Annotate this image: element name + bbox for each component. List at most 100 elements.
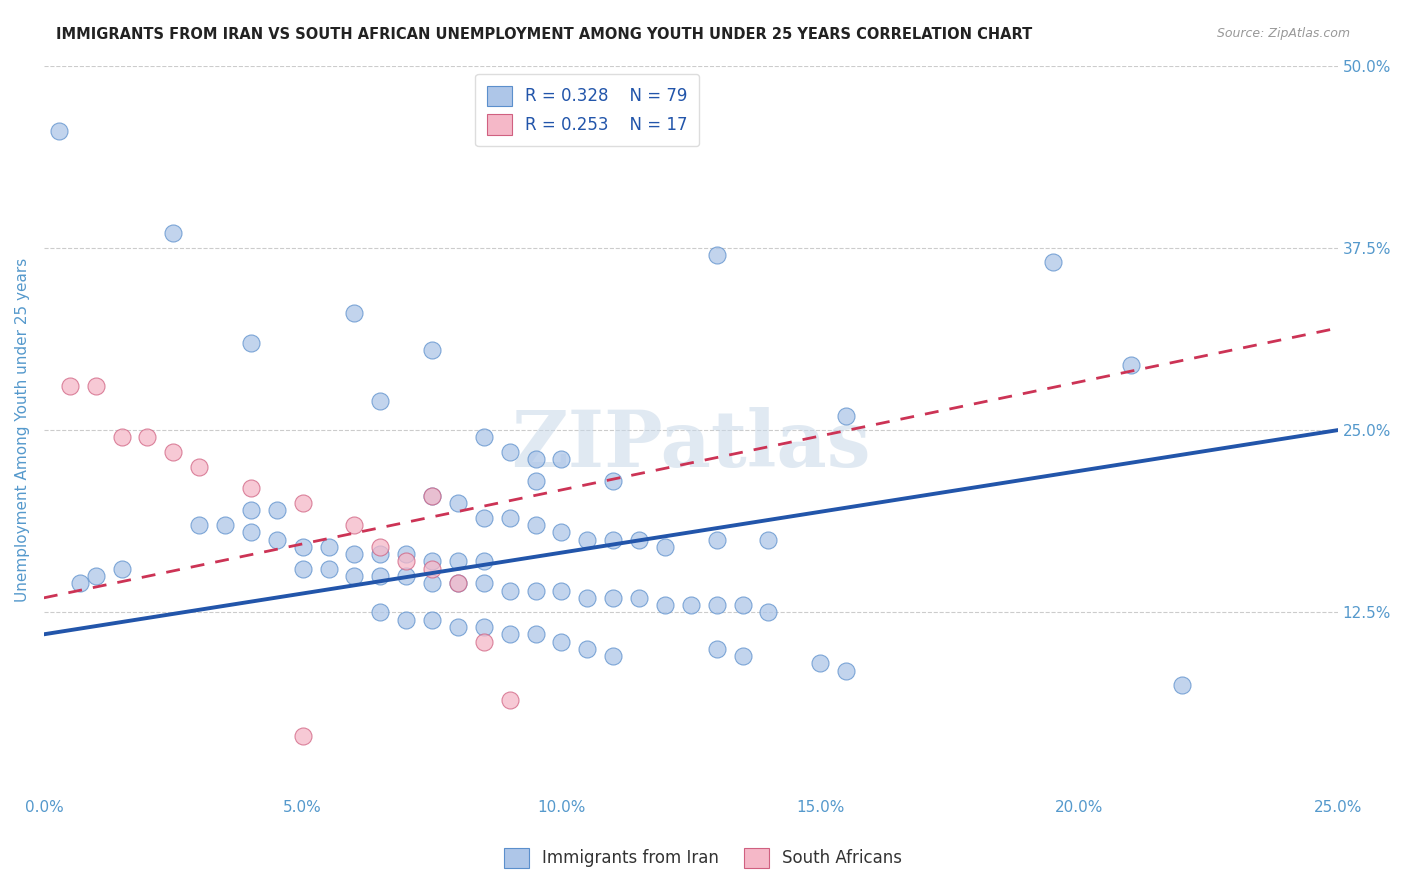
Text: ZIPatlas: ZIPatlas — [510, 407, 870, 483]
Point — [188, 459, 211, 474]
Point — [1042, 255, 1064, 269]
Point — [706, 533, 728, 547]
Point — [395, 547, 418, 561]
Point — [576, 591, 599, 605]
Point — [498, 693, 520, 707]
Point — [524, 452, 547, 467]
Point — [472, 634, 495, 648]
Point — [239, 503, 262, 517]
Point — [266, 503, 288, 517]
Text: IMMIGRANTS FROM IRAN VS SOUTH AFRICAN UNEMPLOYMENT AMONG YOUTH UNDER 25 YEARS CO: IMMIGRANTS FROM IRAN VS SOUTH AFRICAN UN… — [56, 27, 1032, 42]
Point — [136, 430, 159, 444]
Point — [420, 554, 443, 568]
Point — [395, 569, 418, 583]
Point — [291, 562, 314, 576]
Point — [472, 576, 495, 591]
Point — [472, 554, 495, 568]
Point — [84, 379, 107, 393]
Point — [162, 445, 184, 459]
Point — [758, 606, 780, 620]
Point — [706, 248, 728, 262]
Point — [395, 554, 418, 568]
Point — [1171, 678, 1194, 692]
Point — [48, 124, 70, 138]
Point — [343, 306, 366, 320]
Point — [291, 540, 314, 554]
Point — [447, 620, 470, 634]
Point — [1119, 358, 1142, 372]
Point — [654, 598, 676, 612]
Point — [550, 452, 572, 467]
Point — [758, 533, 780, 547]
Point — [627, 591, 650, 605]
Point — [524, 583, 547, 598]
Point — [524, 474, 547, 488]
Point — [368, 394, 391, 409]
Point — [420, 489, 443, 503]
Point — [472, 620, 495, 634]
Point — [498, 510, 520, 524]
Legend: R = 0.328    N = 79, R = 0.253    N = 17: R = 0.328 N = 79, R = 0.253 N = 17 — [475, 74, 699, 146]
Point — [498, 627, 520, 641]
Point — [472, 510, 495, 524]
Point — [239, 525, 262, 540]
Point — [679, 598, 702, 612]
Point — [602, 591, 624, 605]
Point — [447, 576, 470, 591]
Point — [291, 496, 314, 510]
Point — [576, 533, 599, 547]
Point — [576, 641, 599, 656]
Point — [420, 489, 443, 503]
Point — [318, 562, 340, 576]
Point — [318, 540, 340, 554]
Point — [162, 227, 184, 241]
Point — [835, 664, 858, 678]
Point — [368, 569, 391, 583]
Text: Source: ZipAtlas.com: Source: ZipAtlas.com — [1216, 27, 1350, 40]
Point — [550, 583, 572, 598]
Point — [447, 554, 470, 568]
Point — [627, 533, 650, 547]
Point — [706, 598, 728, 612]
Point — [343, 517, 366, 532]
Point — [706, 641, 728, 656]
Point — [214, 517, 236, 532]
Point — [420, 343, 443, 357]
Point — [420, 562, 443, 576]
Point — [524, 627, 547, 641]
Point — [472, 430, 495, 444]
Point — [188, 517, 211, 532]
Point — [447, 496, 470, 510]
Y-axis label: Unemployment Among Youth under 25 years: Unemployment Among Youth under 25 years — [15, 258, 30, 602]
Point — [84, 569, 107, 583]
Point — [524, 517, 547, 532]
Point — [498, 583, 520, 598]
Point — [343, 547, 366, 561]
Point — [368, 606, 391, 620]
Point — [835, 409, 858, 423]
Point — [420, 613, 443, 627]
Point — [239, 482, 262, 496]
Point — [110, 562, 132, 576]
Point — [602, 649, 624, 664]
Point — [654, 540, 676, 554]
Point — [550, 525, 572, 540]
Point — [343, 569, 366, 583]
Point — [498, 445, 520, 459]
Point — [602, 474, 624, 488]
Point — [110, 430, 132, 444]
Legend: Immigrants from Iran, South Africans: Immigrants from Iran, South Africans — [498, 841, 908, 875]
Point — [395, 613, 418, 627]
Point — [368, 540, 391, 554]
Point — [808, 657, 831, 671]
Point — [59, 379, 82, 393]
Point — [239, 335, 262, 350]
Point — [69, 576, 91, 591]
Point — [368, 547, 391, 561]
Point — [602, 533, 624, 547]
Point — [291, 730, 314, 744]
Point — [266, 533, 288, 547]
Point — [447, 576, 470, 591]
Point — [731, 598, 754, 612]
Point — [420, 576, 443, 591]
